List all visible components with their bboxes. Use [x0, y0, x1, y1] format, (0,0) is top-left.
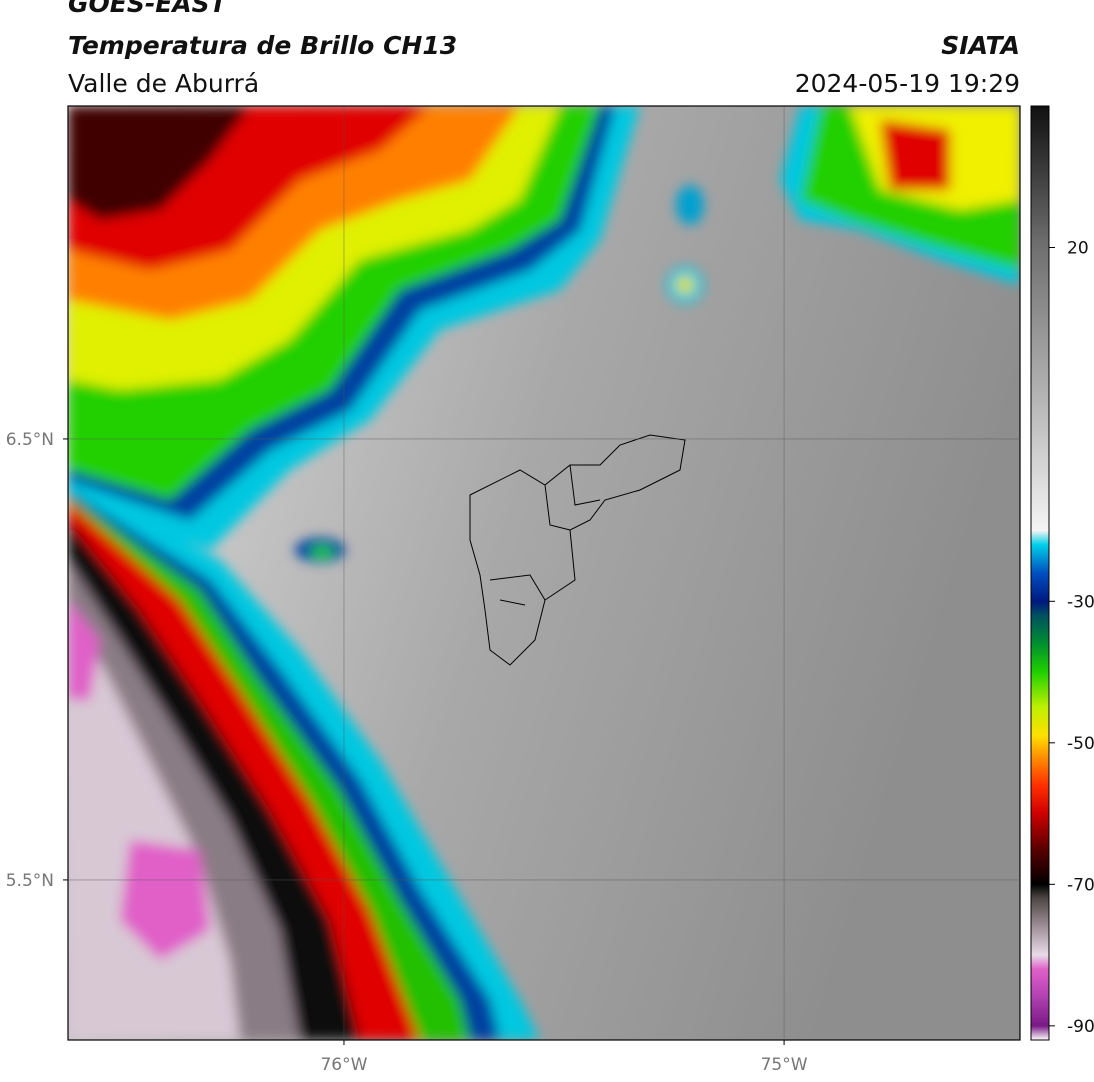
datetime: 2024-05-19 19:29 — [795, 69, 1020, 98]
y-tick-label: 5.5°N — [6, 871, 54, 891]
colorbar-tick-label: 20 — [1067, 239, 1089, 259]
colorbar — [1030, 105, 1050, 1041]
colorbar-tick-label: -30 — [1067, 592, 1094, 612]
x-tick-label: 76°W — [320, 1055, 367, 1075]
map-frame — [67, 105, 1021, 1041]
colorbar-tick-label: -50 — [1067, 734, 1094, 754]
y-tick-label: 6.5°N — [6, 430, 54, 450]
product: Temperatura de Brillo CH13 — [68, 31, 457, 60]
region: Valle de Aburrá — [68, 69, 259, 98]
colorbar-tick-label: -70 — [1067, 875, 1094, 895]
x-tick-label: 75°W — [761, 1055, 808, 1075]
satellite: GOES-EAST — [68, 0, 229, 18]
map-image — [68, 106, 1020, 1040]
agency: SIATA — [941, 31, 1020, 60]
colorbar-tick-label: -90 — [1067, 1017, 1094, 1037]
